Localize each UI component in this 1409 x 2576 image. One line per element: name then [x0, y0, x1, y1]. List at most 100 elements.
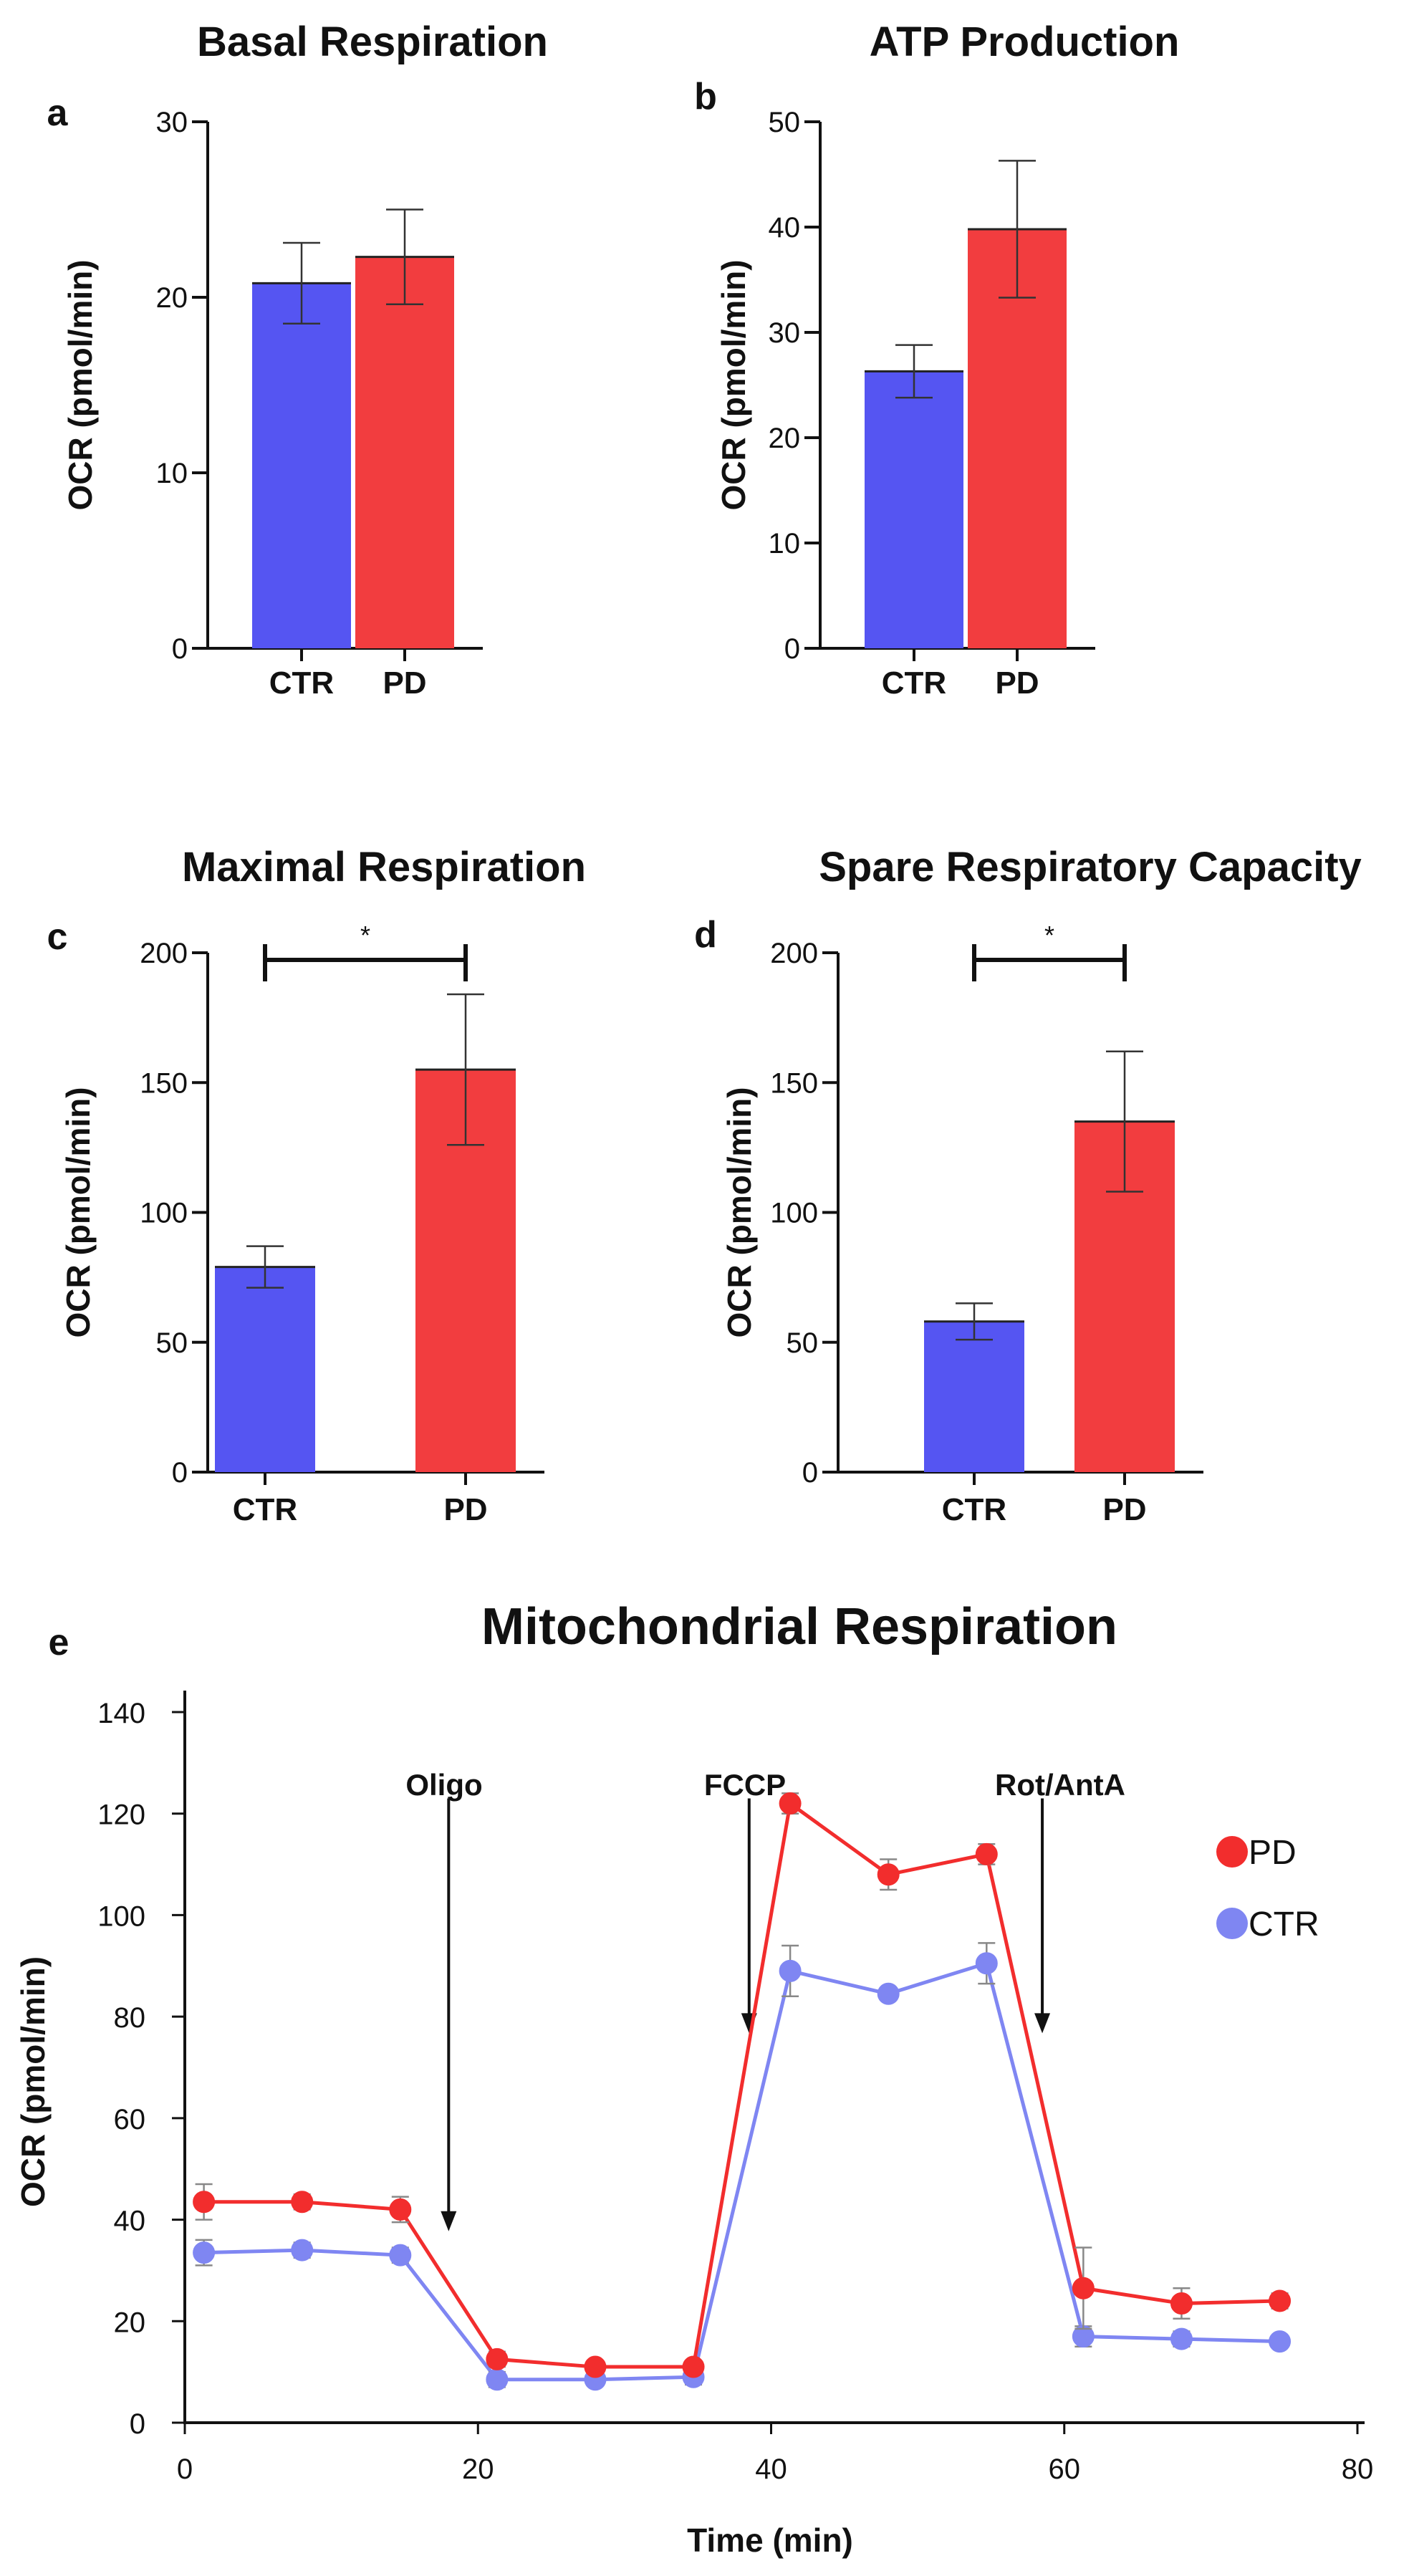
y-tick-label: 40 — [769, 212, 801, 244]
y-axis-label: OCR (pmol/min) — [14, 1956, 52, 2207]
y-tick-label: 100 — [140, 1198, 188, 1229]
x-tick-label: 60 — [1049, 2454, 1081, 2485]
bar-ctr — [865, 371, 963, 648]
series-line-ctr — [203, 1961, 1280, 2382]
category-label: PD — [443, 1492, 487, 1527]
category-label: CTR — [233, 1492, 297, 1527]
data-point-pd — [779, 1792, 802, 1815]
bar-pd — [968, 229, 1067, 648]
data-point-pd — [682, 2355, 705, 2378]
y-tick-label: 50 — [787, 1327, 819, 1359]
data-point-pd — [486, 2347, 509, 2370]
bar-ctr — [252, 283, 351, 648]
legend-label: CTR — [1249, 1905, 1319, 1943]
y-tick-label: 30 — [769, 317, 801, 349]
y-axis-label: OCR (pmol/min) — [59, 1087, 97, 1337]
panel-letter: d — [694, 914, 717, 956]
legend-label: PD — [1249, 1834, 1297, 1872]
data-point-ctr — [975, 1952, 998, 1975]
data-point-ctr — [877, 1982, 900, 2005]
panel-e-mitochondrial-respiration: e Mitochondrial Respiration 0 20 40 60 80 100 12… — [14, 1598, 1373, 2559]
chart-title: Spare Respiratory Capacity — [819, 844, 1362, 890]
significance-marker: * — [1044, 921, 1054, 950]
panel-letter: c — [47, 916, 68, 958]
data-point-pd — [291, 2191, 314, 2214]
y-axis-label: OCR (pmol/min) — [715, 259, 752, 510]
series-line-pd — [203, 1800, 1280, 2369]
panel-letter: a — [47, 92, 69, 134]
annotation-label: Rot/AntA — [995, 1768, 1125, 1802]
chart-title: ATP Production — [870, 19, 1180, 65]
data-point-ctr — [1170, 2327, 1193, 2350]
category-label: CTR — [269, 665, 334, 701]
y-tick-label: 20 — [769, 423, 801, 454]
y-tick-label: 100 — [770, 1198, 818, 1229]
annotation-arrow-head — [1034, 2013, 1051, 2034]
data-point-pd — [389, 2198, 412, 2221]
annotation-arrow-head — [441, 2211, 457, 2231]
data-point-pd — [975, 1842, 998, 1865]
y-tick-label: 50 — [769, 107, 801, 138]
chart-title: Basal Respiration — [197, 19, 548, 65]
bar-ctr — [924, 1321, 1024, 1472]
y-tick-label: 60 — [114, 2104, 146, 2135]
annotation-label: Oligo — [405, 1768, 482, 1802]
y-tick-label: 50 — [156, 1327, 188, 1359]
chart-title: Maximal Respiration — [182, 844, 586, 890]
y-tick-label: 0 — [172, 633, 188, 665]
x-tick-label: 0 — [177, 2454, 193, 2485]
x-tick-label: 20 — [462, 2454, 494, 2485]
annotation-label: FCCP — [704, 1768, 786, 1802]
panel-letter: b — [694, 76, 717, 117]
y-tick-label: 10 — [156, 458, 188, 489]
y-tick-label: 200 — [770, 938, 818, 969]
category-label: CTR — [942, 1492, 1006, 1527]
category-label: PD — [995, 665, 1039, 701]
y-axis-label: OCR (pmol/min) — [721, 1087, 758, 1337]
data-point-ctr — [389, 2244, 412, 2267]
y-tick-label: 20 — [114, 2307, 146, 2338]
y-tick-label: 120 — [97, 1799, 145, 1831]
y-tick-label: 40 — [114, 2206, 146, 2237]
y-tick-label: 150 — [770, 1067, 818, 1099]
y-tick-label: 10 — [769, 528, 801, 559]
y-tick-label: 30 — [156, 107, 188, 138]
data-point-pd — [584, 2355, 607, 2378]
y-tick-label: 100 — [97, 1900, 145, 1932]
y-tick-label: 200 — [140, 938, 188, 969]
bar-ctr — [215, 1267, 315, 1472]
category-label: PD — [1102, 1492, 1146, 1527]
x-tick-label: 40 — [755, 2454, 787, 2485]
data-point-pd — [1072, 2277, 1095, 2299]
x-tick-label: 80 — [1342, 2454, 1374, 2485]
y-tick-label: 0 — [130, 2408, 145, 2440]
chart-title: Mitochondrial Respiration — [481, 1598, 1117, 1655]
legend-marker-ctr — [1216, 1908, 1248, 1939]
legend-marker-pd — [1216, 1836, 1248, 1868]
bar-pd — [355, 256, 454, 648]
data-point-pd — [877, 1863, 900, 1886]
panel-letter: e — [49, 1622, 69, 1663]
y-axis-label: OCR (pmol/min) — [62, 259, 99, 510]
data-point-pd — [1170, 2292, 1193, 2315]
data-point-ctr — [486, 2368, 509, 2391]
category-label: PD — [383, 665, 426, 701]
y-tick-label: 0 — [172, 1457, 188, 1489]
data-point-pd — [193, 2191, 216, 2214]
data-point-ctr — [1269, 2330, 1292, 2353]
panel-d-spare-respiratory-capacity: Spare Respiratory Capacity d 0 50 100 150 200 O… — [694, 844, 1362, 1527]
category-label: CTR — [882, 665, 946, 701]
y-tick-label: 140 — [97, 1698, 145, 1729]
x-axis-label: Time (min) — [687, 2522, 853, 2559]
data-point-pd — [1269, 2289, 1292, 2312]
y-tick-label: 0 — [802, 1457, 818, 1489]
y-tick-label: 150 — [140, 1067, 188, 1099]
y-tick-label: 80 — [114, 2002, 146, 2034]
significance-marker: * — [360, 921, 370, 950]
data-point-ctr — [193, 2241, 216, 2264]
panel-c-maximal-respiration: Maximal Respiration c 0 50 100 150 200 OCR (pmo… — [47, 844, 586, 1527]
panel-b-atp-production: ATP Production b 0 10 20 30 40 50 OCR (pmol/min)… — [694, 19, 1179, 701]
panel-a-basal-respiration: Basal Respiration a 0 10 20 30 OCR (pmol/min) C… — [47, 19, 548, 701]
y-tick-label: 20 — [156, 282, 188, 314]
